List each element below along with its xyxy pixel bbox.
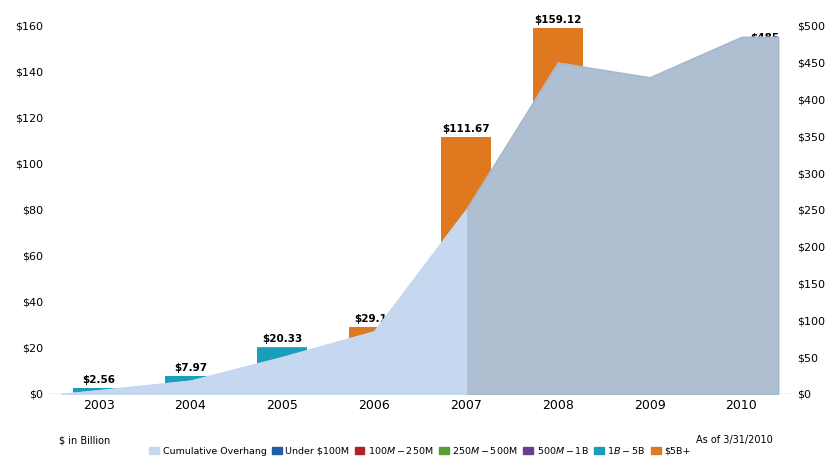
Text: $111.67: $111.67 <box>442 124 490 134</box>
Bar <box>624 130 675 264</box>
Bar <box>349 391 399 392</box>
Bar <box>624 264 675 373</box>
Bar <box>441 243 491 376</box>
Bar <box>533 173 583 343</box>
Bar <box>165 393 216 394</box>
Bar <box>257 393 307 394</box>
Text: $20.33: $20.33 <box>262 334 302 344</box>
Bar <box>441 392 491 393</box>
Bar <box>349 393 399 394</box>
Text: $114.57: $114.57 <box>626 118 674 128</box>
Bar <box>349 384 399 391</box>
Bar <box>533 28 583 173</box>
Bar <box>624 389 675 392</box>
Bar <box>165 392 216 393</box>
Bar <box>257 347 307 348</box>
Bar <box>349 338 399 384</box>
Bar <box>717 391 767 393</box>
Bar <box>624 392 675 393</box>
Text: $2.56: $2.56 <box>82 375 115 385</box>
Bar <box>257 391 307 393</box>
Bar <box>624 373 675 389</box>
Bar <box>257 348 307 384</box>
Bar <box>441 137 491 243</box>
Bar <box>441 376 491 388</box>
Bar <box>165 376 216 389</box>
Text: $ in Billion: $ in Billion <box>59 435 110 445</box>
Bar <box>441 393 491 394</box>
Text: $29.17: $29.17 <box>354 314 394 324</box>
Bar <box>533 384 583 390</box>
Legend: Cumulative Overhang, Under $100M, $100M-$250M, $250M-$500M, $500M-$1B, $1B-$5B, : Cumulative Overhang, Under $100M, $100M-… <box>145 441 695 460</box>
Bar <box>257 384 307 391</box>
Bar <box>533 392 583 394</box>
Bar <box>717 382 767 391</box>
Bar <box>624 393 675 394</box>
Bar <box>533 343 583 384</box>
Bar <box>349 392 399 393</box>
Text: $7.97: $7.97 <box>174 363 207 373</box>
Bar <box>717 302 767 382</box>
Bar <box>533 390 583 392</box>
Bar <box>73 388 123 393</box>
Text: As of 3/31/2010: As of 3/31/2010 <box>696 435 773 445</box>
Text: $485: $485 <box>751 33 780 43</box>
Text: $159.12: $159.12 <box>534 15 581 25</box>
Bar <box>441 388 491 392</box>
Bar <box>349 327 399 338</box>
Text: $39.94: $39.94 <box>722 289 762 299</box>
Bar <box>165 389 216 392</box>
Bar <box>717 393 767 394</box>
